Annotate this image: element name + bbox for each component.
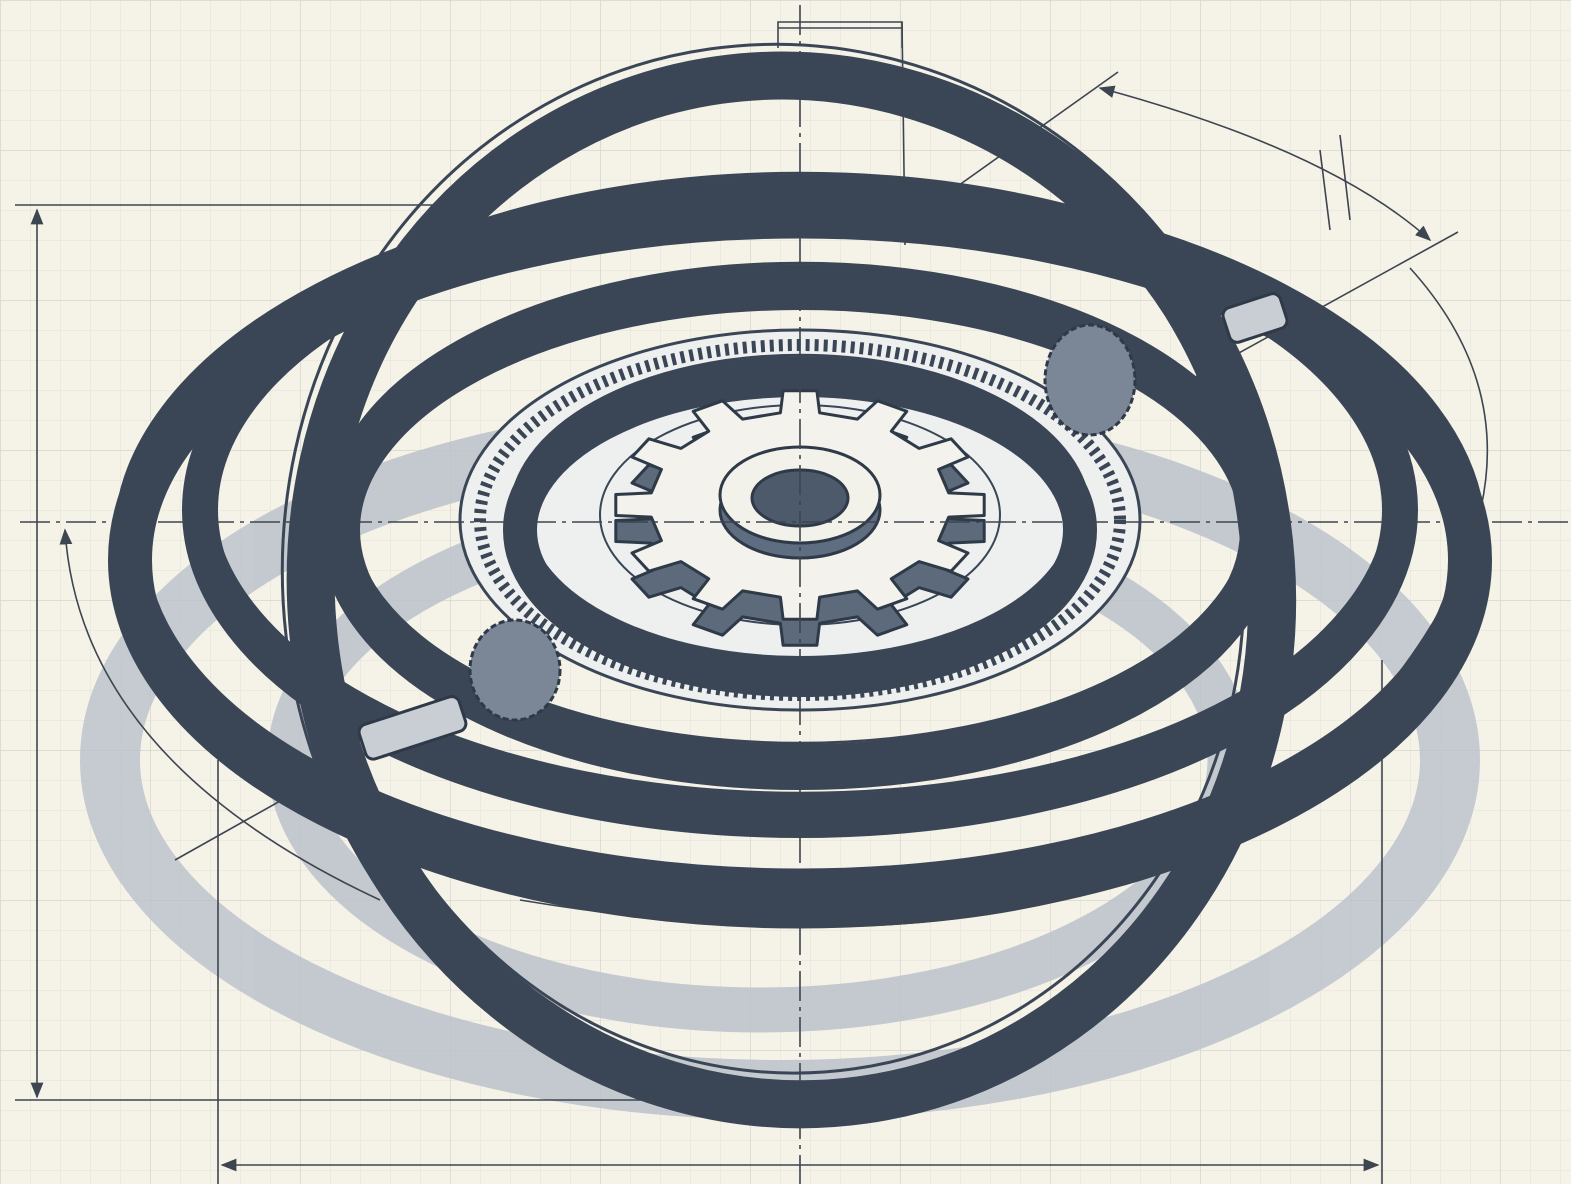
pinions <box>357 292 1289 761</box>
dimension-lines <box>15 5 1571 1184</box>
